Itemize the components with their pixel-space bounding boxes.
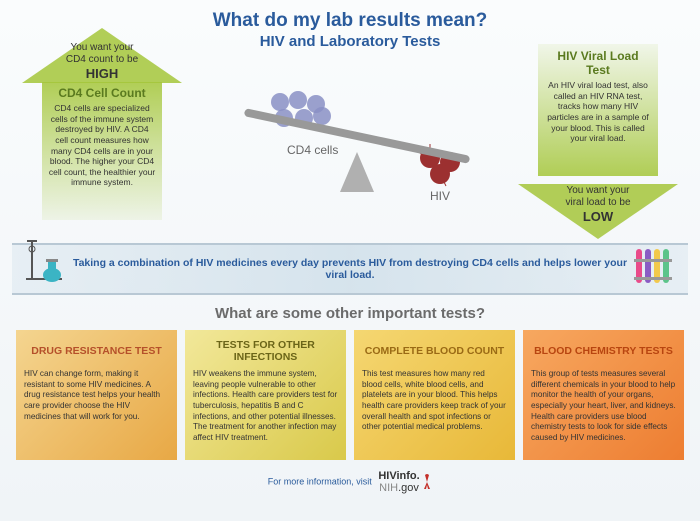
- seesaw-pivot: [340, 152, 374, 192]
- mid-banner: Taking a combination of HIV medicines ev…: [12, 243, 688, 295]
- viral-arrow-down: HIV Viral Load Test An HIV viral load te…: [518, 44, 678, 239]
- cards-row: DRUG RESISTANCE TESTHIV can change form,…: [12, 330, 688, 460]
- viral-tip: You want yourviral load to beLOW: [518, 185, 678, 225]
- banner-text: Taking a combination of HIV medicines ev…: [72, 257, 628, 281]
- section2-title: What are some other important tests?: [12, 305, 688, 322]
- cd4-tip: You want yourCD4 count to beHIGH: [22, 42, 182, 82]
- footer-logo: HIVinfo.NIH.gov: [378, 470, 419, 494]
- viral-title: HIV Viral Load Test: [544, 49, 652, 77]
- cd4-label: CD4 cells: [287, 143, 338, 157]
- card-cbc: COMPLETE BLOOD COUNTThis test measures h…: [354, 330, 515, 460]
- hiv-label: HIV: [430, 189, 450, 203]
- viral-body: An HIV viral load test, also called an H…: [544, 80, 652, 144]
- top-section: You want yourCD4 count to beHIGH CD4 Cel…: [12, 52, 688, 237]
- card-drug-resistance: DRUG RESISTANCE TESTHIV can change form,…: [16, 330, 177, 460]
- flask-icon: [24, 237, 66, 287]
- card-blood-chemistry: BLOOD CHEMISTRY TESTSThis group of tests…: [523, 330, 684, 460]
- cd4-title: CD4 Cell Count: [48, 86, 156, 100]
- ribbon-icon: [422, 474, 432, 490]
- cd4-arrow-up: You want yourCD4 count to beHIGH CD4 Cel…: [22, 28, 182, 223]
- footer: For more information, visit HIVinfo.NIH.…: [12, 470, 688, 494]
- test-tubes-icon: [632, 241, 676, 291]
- cd4-body: CD4 cells are specialized cells of the i…: [48, 103, 156, 188]
- card-other-infections: TESTS FOR OTHER INFECTIONSHIV weakens th…: [185, 330, 346, 460]
- seesaw-diagram: CD4 cells HIV: [212, 82, 502, 222]
